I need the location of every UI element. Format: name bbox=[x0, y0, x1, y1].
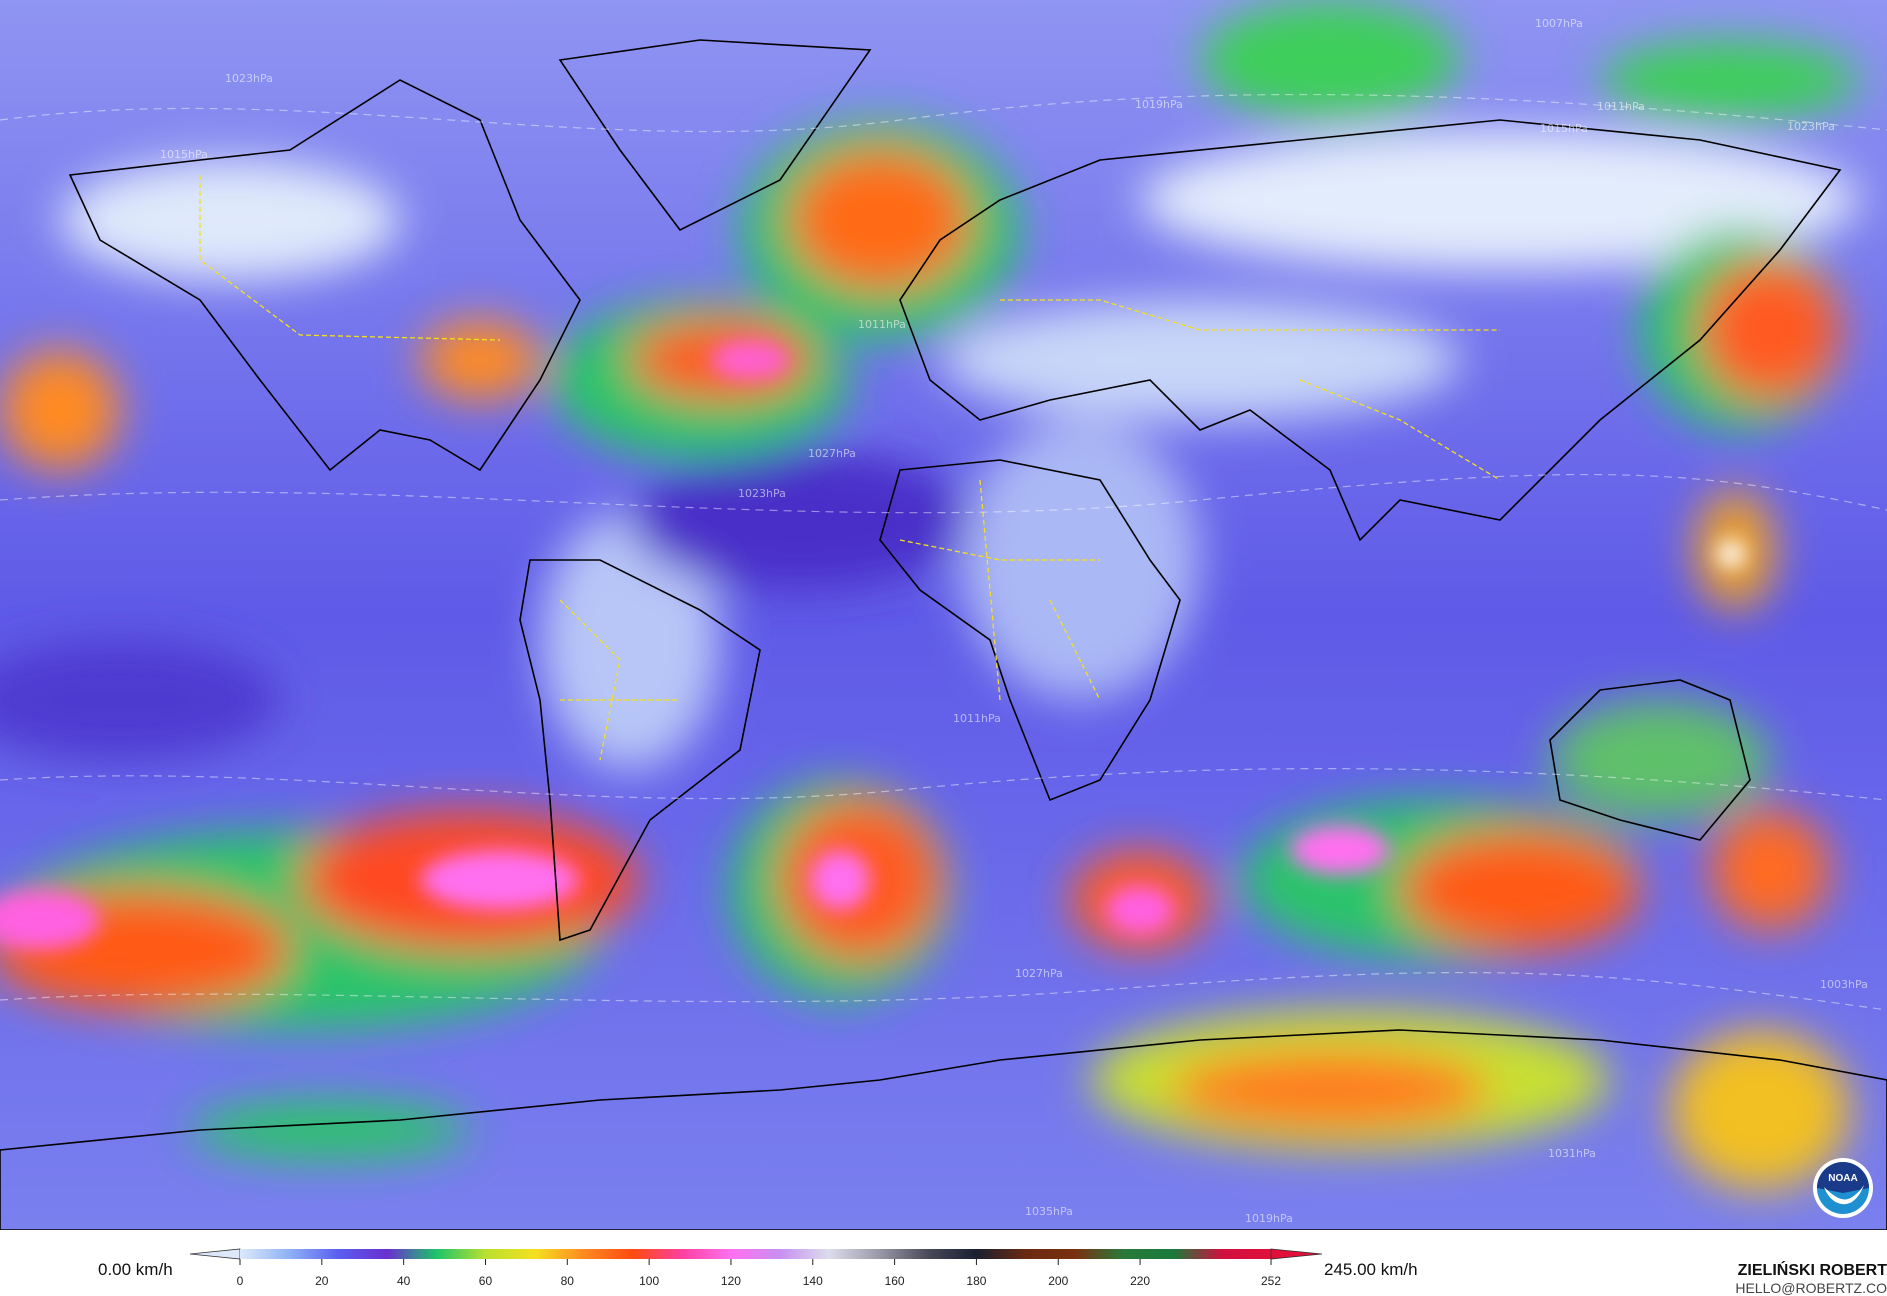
isobar-label: 1027hPa bbox=[1015, 967, 1063, 980]
wind-speed-blobs bbox=[0, 0, 1860, 1190]
colorbar-tick-label: 120 bbox=[720, 1274, 741, 1288]
isobars bbox=[0, 93, 1887, 1011]
isobar-label: 1019hPa bbox=[1245, 1212, 1293, 1225]
colorbar-tick-label: 80 bbox=[560, 1274, 574, 1288]
colorbar-tick-label: 0 bbox=[236, 1274, 244, 1288]
coastlines bbox=[0, 39, 1887, 1231]
isobar-label: 1019hPa bbox=[1135, 98, 1183, 111]
isobar-label: 1035hPa bbox=[1025, 1205, 1073, 1218]
colorbar-tick-label: 40 bbox=[396, 1274, 411, 1288]
isobar-label: 1003hPa bbox=[1820, 978, 1868, 991]
isobar-label: 1011hPa bbox=[953, 712, 1001, 725]
isobar-label: 1011hPa bbox=[858, 318, 906, 331]
colorbar-tick-label: 220 bbox=[1130, 1274, 1151, 1288]
isobar-label: 1011hPa bbox=[1597, 100, 1645, 113]
isobar-label: 1027hPa bbox=[808, 447, 856, 460]
colorbar-max-extension bbox=[1270, 1248, 1323, 1260]
noaa-logo-text: NOAA bbox=[1828, 1173, 1857, 1184]
isobar-label: 1015hPa bbox=[1540, 122, 1588, 135]
isobar-label: 1023hPa bbox=[1787, 120, 1835, 133]
colorbar-legend: 0.00 km/h 245.00 km/h 0 20 40 60 80 100 120 140… bbox=[0, 1230, 1887, 1295]
colorbar-tick-label: 140 bbox=[802, 1274, 823, 1288]
colorbar-tick-label: 60 bbox=[478, 1274, 493, 1288]
colorbar-tick-label: 252 bbox=[1260, 1274, 1282, 1288]
author-email: HELLO@ROBERTZ.CO bbox=[1735, 1280, 1887, 1296]
wind-field bbox=[0, 0, 1887, 1231]
noaa-logo: NOAA bbox=[1812, 1157, 1874, 1219]
isobar-label: 1015hPa bbox=[160, 148, 208, 161]
colorbar bbox=[189, 1248, 1323, 1265]
isobar-label: 1031hPa bbox=[1548, 1147, 1596, 1160]
colorbar-min-label: 0.00 km/h bbox=[98, 1260, 173, 1279]
wind-maxima bbox=[0, 340, 1745, 950]
author-credit: ZIELIŃSKI ROBERT bbox=[1737, 1262, 1887, 1279]
isobar-label: 1023hPa bbox=[738, 487, 786, 500]
isobar-label: 1023hPa bbox=[225, 72, 273, 85]
isobar-label: 1007hPa bbox=[1535, 17, 1583, 30]
country-borders bbox=[199, 175, 1501, 761]
colorbar-gradient bbox=[240, 1249, 1271, 1259]
colorbar-tick-label: 200 bbox=[1048, 1274, 1069, 1288]
wind-map: 1007hPa 1011hPa 1015hPa 1023hPa 1019hPa … bbox=[0, 0, 1887, 1231]
colorbar-tick-label: 160 bbox=[884, 1274, 905, 1288]
colorbar-tick-label: 100 bbox=[639, 1274, 660, 1288]
colorbar-min-extension bbox=[189, 1248, 241, 1260]
colorbar-max-label: 245.00 km/h bbox=[1324, 1260, 1418, 1279]
colorbar-tick-label: 20 bbox=[315, 1274, 329, 1288]
colorbar-tick-label: 180 bbox=[966, 1274, 987, 1288]
